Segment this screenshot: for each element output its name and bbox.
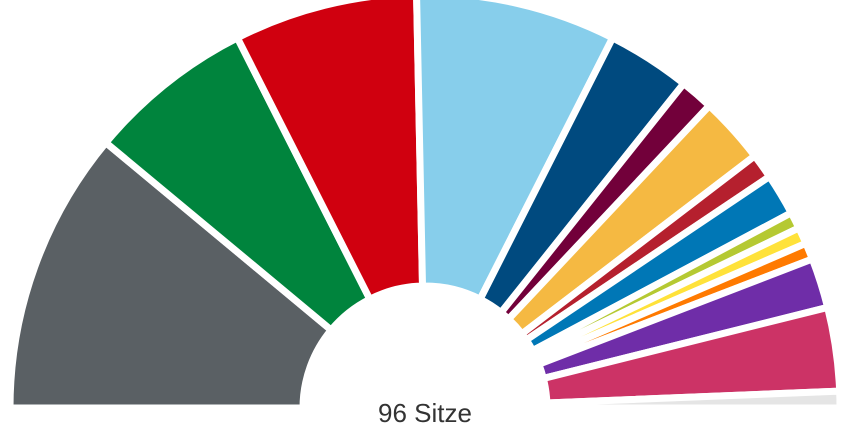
seat-count-label: 96 Sitze (378, 398, 472, 427)
chart-slices (6, 0, 844, 412)
seat-slice-4 (413, 0, 617, 303)
seat-slice-3 (233, 0, 427, 303)
seat-slice-1 (6, 139, 335, 412)
seat-slice-15 (543, 387, 844, 412)
